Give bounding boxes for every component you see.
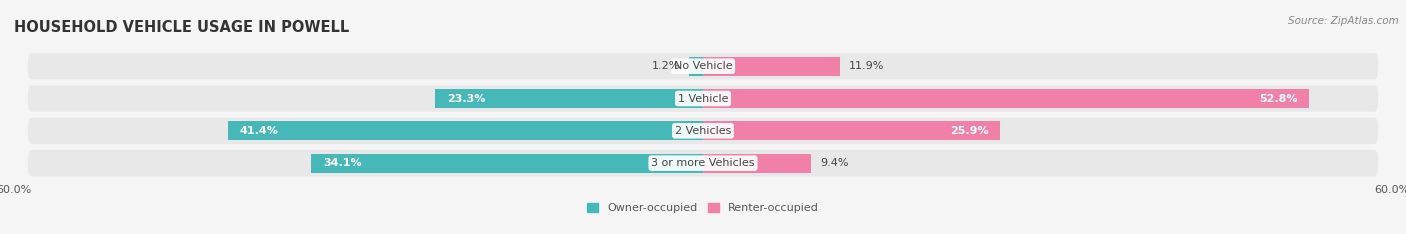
Text: 34.1%: 34.1%: [323, 158, 361, 168]
Legend: Owner-occupied, Renter-occupied: Owner-occupied, Renter-occupied: [582, 199, 824, 218]
Bar: [703, 154, 811, 172]
Text: 25.9%: 25.9%: [950, 126, 988, 136]
FancyBboxPatch shape: [28, 53, 1378, 79]
Text: HOUSEHOLD VEHICLE USAGE IN POWELL: HOUSEHOLD VEHICLE USAGE IN POWELL: [14, 21, 349, 36]
FancyBboxPatch shape: [28, 150, 1378, 176]
Text: Source: ZipAtlas.com: Source: ZipAtlas.com: [1288, 16, 1399, 26]
Bar: [703, 57, 839, 76]
FancyBboxPatch shape: [28, 117, 1378, 144]
Text: 1.2%: 1.2%: [651, 61, 681, 71]
Text: 3 or more Vehicles: 3 or more Vehicles: [651, 158, 755, 168]
Text: 11.9%: 11.9%: [849, 61, 884, 71]
Bar: [703, 121, 1001, 140]
Text: 41.4%: 41.4%: [239, 126, 278, 136]
Bar: [689, 57, 703, 76]
Bar: [703, 89, 1309, 108]
Text: 1 Vehicle: 1 Vehicle: [678, 94, 728, 103]
Text: No Vehicle: No Vehicle: [673, 61, 733, 71]
FancyBboxPatch shape: [28, 85, 1378, 112]
Bar: [312, 154, 703, 172]
Text: 2 Vehicles: 2 Vehicles: [675, 126, 731, 136]
Text: 52.8%: 52.8%: [1260, 94, 1298, 103]
Text: 23.3%: 23.3%: [447, 94, 485, 103]
Bar: [436, 89, 703, 108]
Bar: [228, 121, 703, 140]
Text: 9.4%: 9.4%: [820, 158, 849, 168]
